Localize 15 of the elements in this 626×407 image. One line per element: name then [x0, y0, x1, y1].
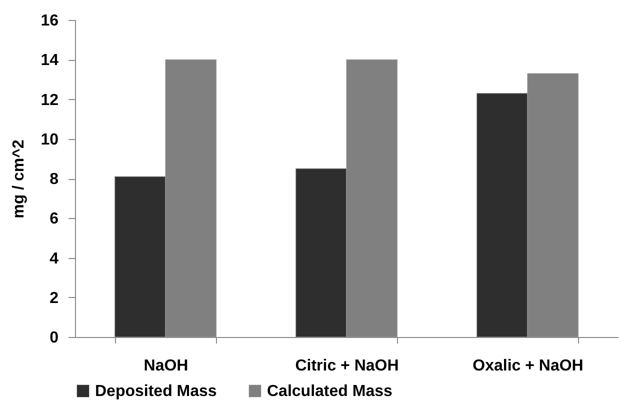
y-tick-label: 2 — [50, 290, 59, 307]
x-tick-label: Oxalic + NaOH — [472, 358, 584, 374]
y-tick-label: 16 — [40, 12, 59, 30]
y-tick-label: 4 — [50, 250, 59, 268]
legend-label: Calculated Mass — [267, 383, 392, 400]
legend-label: Deposited Mass — [95, 383, 217, 400]
y-tick-label: 14 — [40, 52, 59, 70]
y-tick-label: 10 — [40, 131, 59, 148]
y-tick-label: 12 — [40, 92, 59, 109]
x-tick-label: NaOH — [144, 358, 188, 374]
y-tick-label: 6 — [50, 210, 59, 228]
y-tick-label: 0 — [50, 330, 59, 346]
y-tick-label: 8 — [50, 171, 59, 188]
x-tick-label: Citric + NaOH — [295, 358, 399, 374]
y-axis-title: mg / cm^2 — [10, 140, 28, 218]
